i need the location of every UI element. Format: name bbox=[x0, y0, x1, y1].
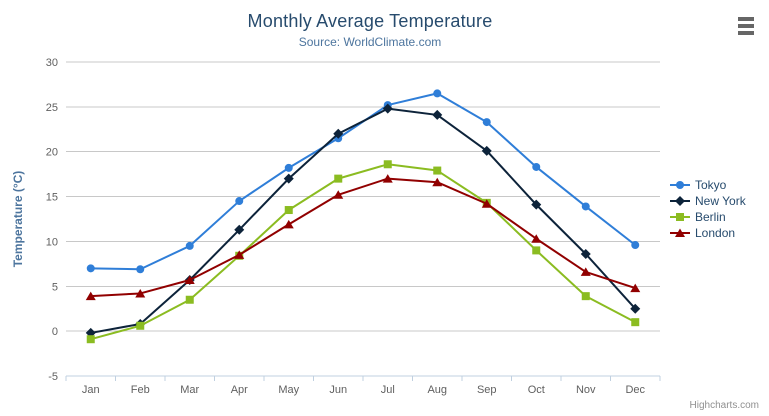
new-york-line-marker-icon bbox=[670, 196, 690, 206]
legend-label-new-york: New York bbox=[695, 194, 746, 208]
berlin-line-marker-icon bbox=[670, 213, 690, 221]
x-tick-label: Sep bbox=[477, 384, 497, 396]
legend-item-london[interactable]: London bbox=[669, 225, 746, 241]
x-tick-label: Jul bbox=[381, 384, 395, 396]
legend-item-tokyo[interactable]: Tokyo bbox=[669, 177, 746, 193]
x-tick-label: Mar bbox=[180, 384, 199, 396]
x-tick-label: Aug bbox=[427, 384, 447, 396]
chart-subtitle: Source: WorldClimate.com bbox=[298, 35, 442, 49]
legend-label-tokyo: Tokyo bbox=[695, 178, 727, 192]
y-tick-label: -5 bbox=[48, 371, 58, 383]
legend-label-berlin: Berlin bbox=[695, 210, 726, 224]
hamburger-icon bbox=[738, 31, 754, 35]
x-tick-label: Apr bbox=[231, 384, 248, 396]
x-tick-label: May bbox=[278, 384, 299, 396]
y-tick-label: 0 bbox=[52, 326, 58, 338]
tokyo-line-marker-icon bbox=[670, 181, 690, 189]
series-tokyo bbox=[86, 89, 640, 274]
london-line-marker-icon bbox=[670, 228, 690, 237]
x-tick-label: Jan bbox=[82, 384, 100, 396]
legend-label-london: London bbox=[695, 226, 736, 240]
y-tick-label: 10 bbox=[46, 236, 58, 248]
y-tick-label: 25 bbox=[46, 102, 58, 114]
x-tick-label: Nov bbox=[576, 384, 596, 396]
x-tick-label: Oct bbox=[528, 384, 545, 396]
series-new-york bbox=[85, 103, 641, 338]
y-tick-label: 20 bbox=[46, 147, 58, 159]
hamburger-icon bbox=[738, 17, 754, 21]
hamburger-icon bbox=[738, 24, 754, 28]
x-tick-label: Feb bbox=[131, 384, 150, 396]
highcharts-credits-link[interactable]: Highcharts.com bbox=[689, 400, 759, 411]
x-tick-label: Jun bbox=[329, 384, 347, 396]
y-axis-title: Temperature (°C) bbox=[11, 171, 25, 268]
legend-item-berlin[interactable]: Berlin bbox=[669, 209, 746, 225]
chart-title: Monthly Average Temperature bbox=[247, 11, 493, 31]
y-tick-label: 30 bbox=[46, 57, 58, 69]
x-tick-label: Dec bbox=[625, 384, 645, 396]
y-tick-label: 15 bbox=[46, 192, 58, 204]
series-london bbox=[85, 174, 641, 301]
legend-item-new-york[interactable]: New York bbox=[669, 193, 746, 209]
legend: Tokyo New York Berlin London bbox=[669, 177, 746, 241]
export-menu-button[interactable] bbox=[735, 16, 757, 36]
y-tick-label: 5 bbox=[52, 281, 58, 293]
